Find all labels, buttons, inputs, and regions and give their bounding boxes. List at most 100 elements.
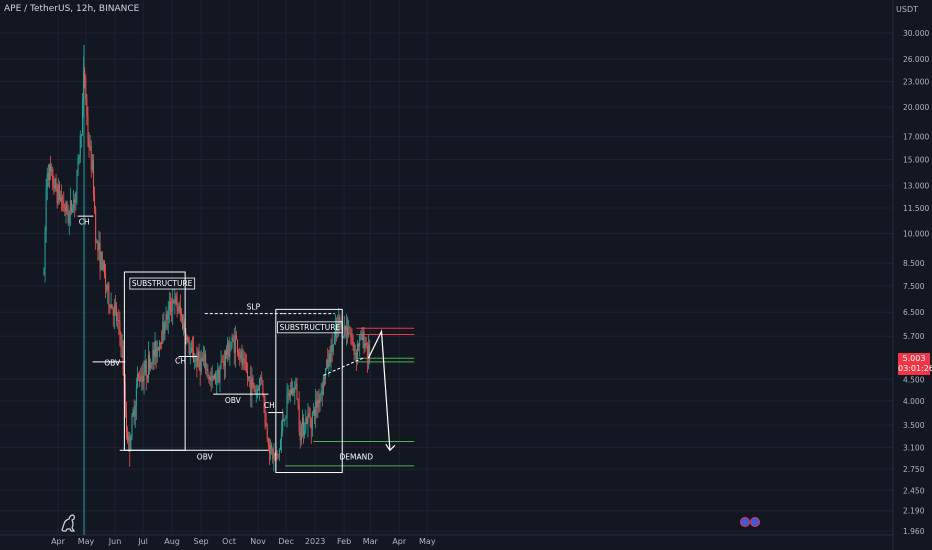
candle-body <box>151 362 153 364</box>
y-tick-label: 4.500 <box>903 375 925 384</box>
candle-body <box>282 419 284 431</box>
y-tick-label: 17.000 <box>903 133 929 142</box>
candle-body <box>239 354 241 359</box>
candle-body <box>218 369 220 383</box>
candle-body <box>127 432 129 442</box>
candle-body <box>363 332 365 349</box>
candle-body <box>361 333 363 341</box>
x-tick-label: Jul <box>137 537 148 546</box>
candle-body <box>81 100 83 136</box>
candle-body <box>185 332 187 341</box>
candle-body <box>78 156 80 159</box>
candle-body <box>118 320 120 322</box>
flag-event-icon[interactable] <box>740 517 750 527</box>
candle-body <box>171 310 173 312</box>
y-tick-label: 2.190 <box>903 507 925 516</box>
candle-body <box>323 377 325 379</box>
candle-body <box>88 140 90 149</box>
candle-body <box>133 409 135 417</box>
candle-body <box>102 262 104 271</box>
candle-body <box>44 230 46 270</box>
candle-body <box>101 251 103 271</box>
candle-body <box>161 342 163 345</box>
annotation-label: CH <box>264 401 275 410</box>
candle-body <box>294 386 296 393</box>
candle-body <box>140 380 142 382</box>
candle-body <box>263 394 265 401</box>
candle-body <box>229 351 231 358</box>
candle-body <box>242 358 244 365</box>
candle-body <box>226 351 228 356</box>
candle-body <box>163 322 165 334</box>
candle-body <box>157 347 159 350</box>
substructure-box <box>275 308 343 474</box>
candle-body <box>190 347 192 352</box>
annotation-label: SLP <box>247 302 261 311</box>
annotation-drawings <box>77 215 396 474</box>
candle-body <box>210 377 212 381</box>
price-axis[interactable]: 30.000 26.000 23.000 20.000 17.000 15.000 13.0… <box>903 29 929 536</box>
candle-body <box>219 369 221 383</box>
candle-body <box>248 376 250 378</box>
candle-body <box>304 429 306 436</box>
candle-body <box>182 316 184 329</box>
candle-body <box>51 168 53 172</box>
candle-body <box>300 426 302 441</box>
candle-body <box>262 380 264 395</box>
candle-body <box>297 398 299 404</box>
candle-body <box>260 377 262 380</box>
candle-body <box>329 353 331 363</box>
candle-body <box>348 333 350 336</box>
candle-body <box>179 305 181 314</box>
candle-body <box>68 211 70 224</box>
candle-body <box>256 389 258 394</box>
candle-body <box>279 439 281 451</box>
symbol-title[interactable]: APE / TetherUS, 12h, BINANCE <box>4 4 140 14</box>
candle-body <box>257 389 259 391</box>
x-tick-label: Sep <box>194 537 209 546</box>
candle-body <box>69 200 71 212</box>
candle-body <box>204 354 206 360</box>
candle-body <box>208 375 210 380</box>
time-axis[interactable]: Apr May Jun Jul Aug Sep Oct Nov Dec 2023 Feb Mar Apr… <box>51 537 436 546</box>
candle-body <box>356 344 358 358</box>
candle-body <box>111 304 113 310</box>
x-tick-label: Apr <box>51 537 66 546</box>
y-tick-label: 7.500 <box>903 282 925 291</box>
y-tick-label: 3.500 <box>903 421 925 430</box>
candle-body <box>61 197 63 201</box>
candle-body <box>293 388 295 393</box>
last-price: 5.003 <box>902 354 926 363</box>
candle-body <box>145 360 147 377</box>
candle-body <box>200 357 202 372</box>
candle-body <box>237 339 239 353</box>
candle-body <box>146 376 148 379</box>
candle-body <box>169 302 171 311</box>
projection-path <box>367 329 391 451</box>
candle-body <box>117 320 119 321</box>
candle-body <box>119 321 121 335</box>
tradingview-dino-icon[interactable] <box>58 512 80 534</box>
candle-body <box>367 344 369 358</box>
candle-body <box>189 351 191 354</box>
candle-body <box>217 369 219 380</box>
candle-body <box>250 379 252 396</box>
x-tick-label: Mar <box>363 537 379 546</box>
candle-body <box>289 389 291 397</box>
candle-body <box>254 389 256 394</box>
candle-body <box>267 438 269 447</box>
candle-body <box>122 346 124 375</box>
candle-body <box>152 350 154 364</box>
candle-body <box>211 375 213 381</box>
candle-body <box>141 375 143 382</box>
candle-body <box>347 327 349 336</box>
candle-body <box>125 410 127 433</box>
candle-body <box>48 165 50 180</box>
candle-body <box>47 173 49 180</box>
candle-body <box>285 415 287 419</box>
candle-body <box>270 444 272 454</box>
candle-body <box>176 296 178 309</box>
flag-event-icon[interactable] <box>750 517 760 527</box>
candle-body <box>130 437 132 452</box>
